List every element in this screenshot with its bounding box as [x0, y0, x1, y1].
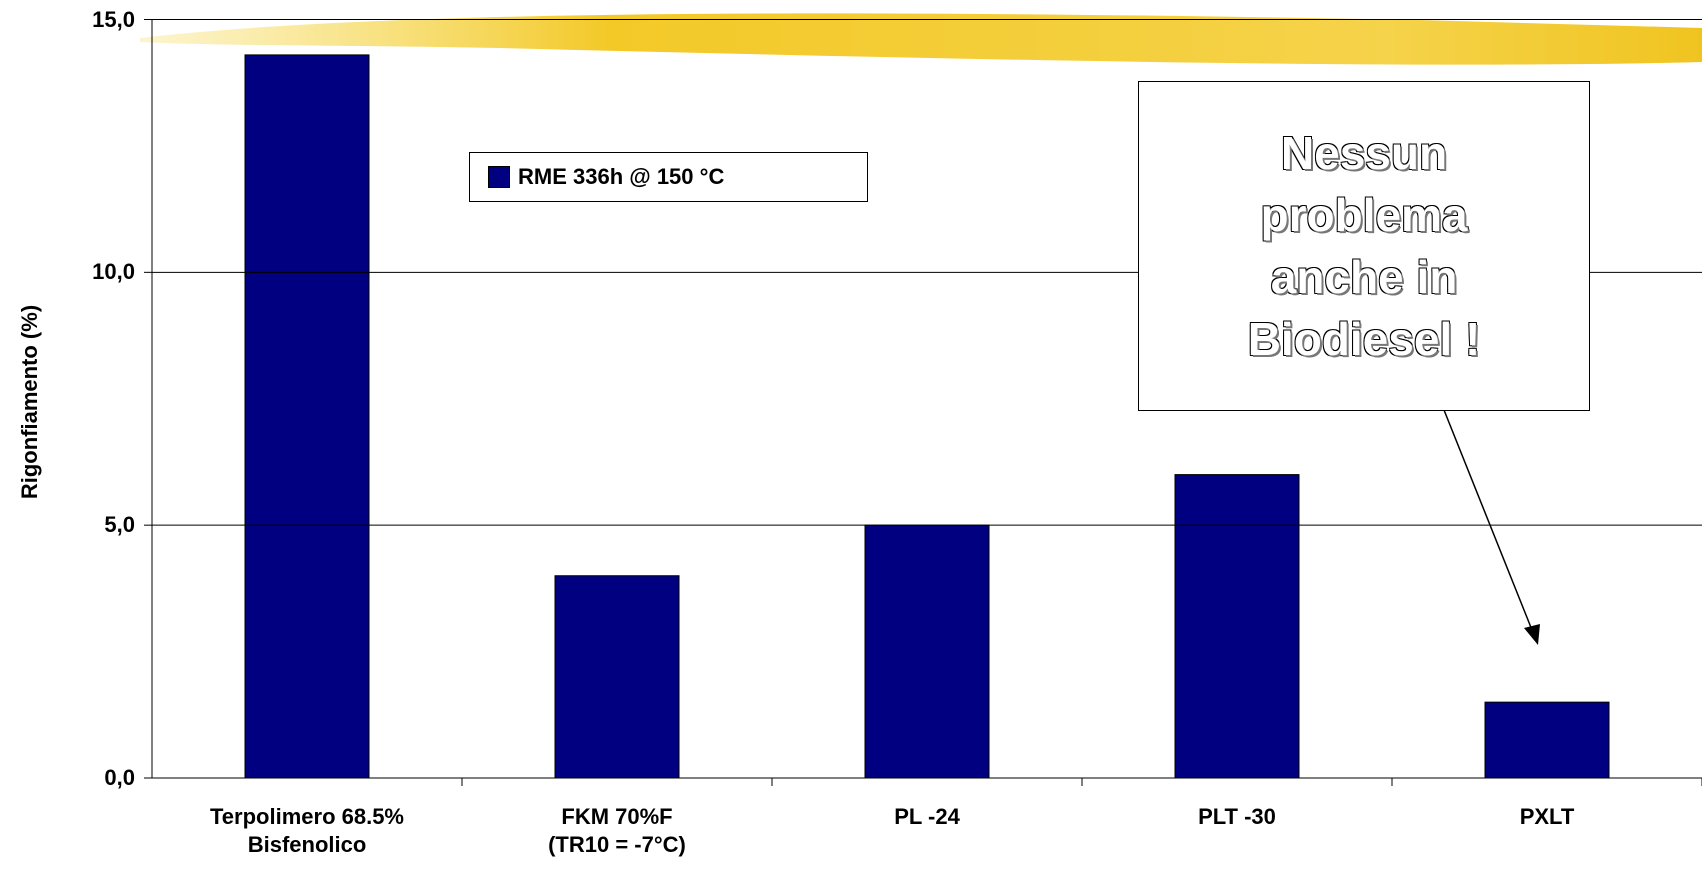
arrow-line — [1443, 409, 1533, 631]
bar — [864, 524, 990, 779]
arrow-head — [1524, 624, 1540, 645]
x-tick-label: PLT -30 — [1198, 804, 1276, 829]
x-tick-label: FKM 70%F (TR10 = -7°C) — [548, 804, 686, 857]
bar — [1174, 474, 1300, 779]
bar — [244, 54, 370, 779]
legend-swatch — [488, 166, 510, 188]
y-tick-label: 5,0 — [104, 512, 135, 538]
y-tick-label: 10,0 — [92, 259, 135, 285]
y-tick-label: 0,0 — [104, 765, 135, 790]
brush-decoration — [140, 13, 1702, 65]
x-tick-label: PXLT — [1519, 804, 1575, 829]
y-tick-label: 15,0 — [92, 6, 135, 32]
y-axis-label: Rigonfiamento (%) — [17, 304, 42, 500]
bar — [554, 575, 680, 779]
x-tick-label: PL -24 — [894, 804, 960, 829]
legend-label: RME 336h @ 150 °C — [518, 164, 725, 189]
legend: RME 336h @ 150 °C — [469, 152, 868, 202]
annotation-box: Nessun problema anche in Biodiesel ! — [1138, 81, 1590, 411]
x-tick-label: Terpolimero 68.5% Bisfenolico — [210, 804, 404, 857]
bar — [1484, 701, 1610, 779]
annotation: Nessun problema anche in Biodiesel ! — [1247, 127, 1481, 365]
